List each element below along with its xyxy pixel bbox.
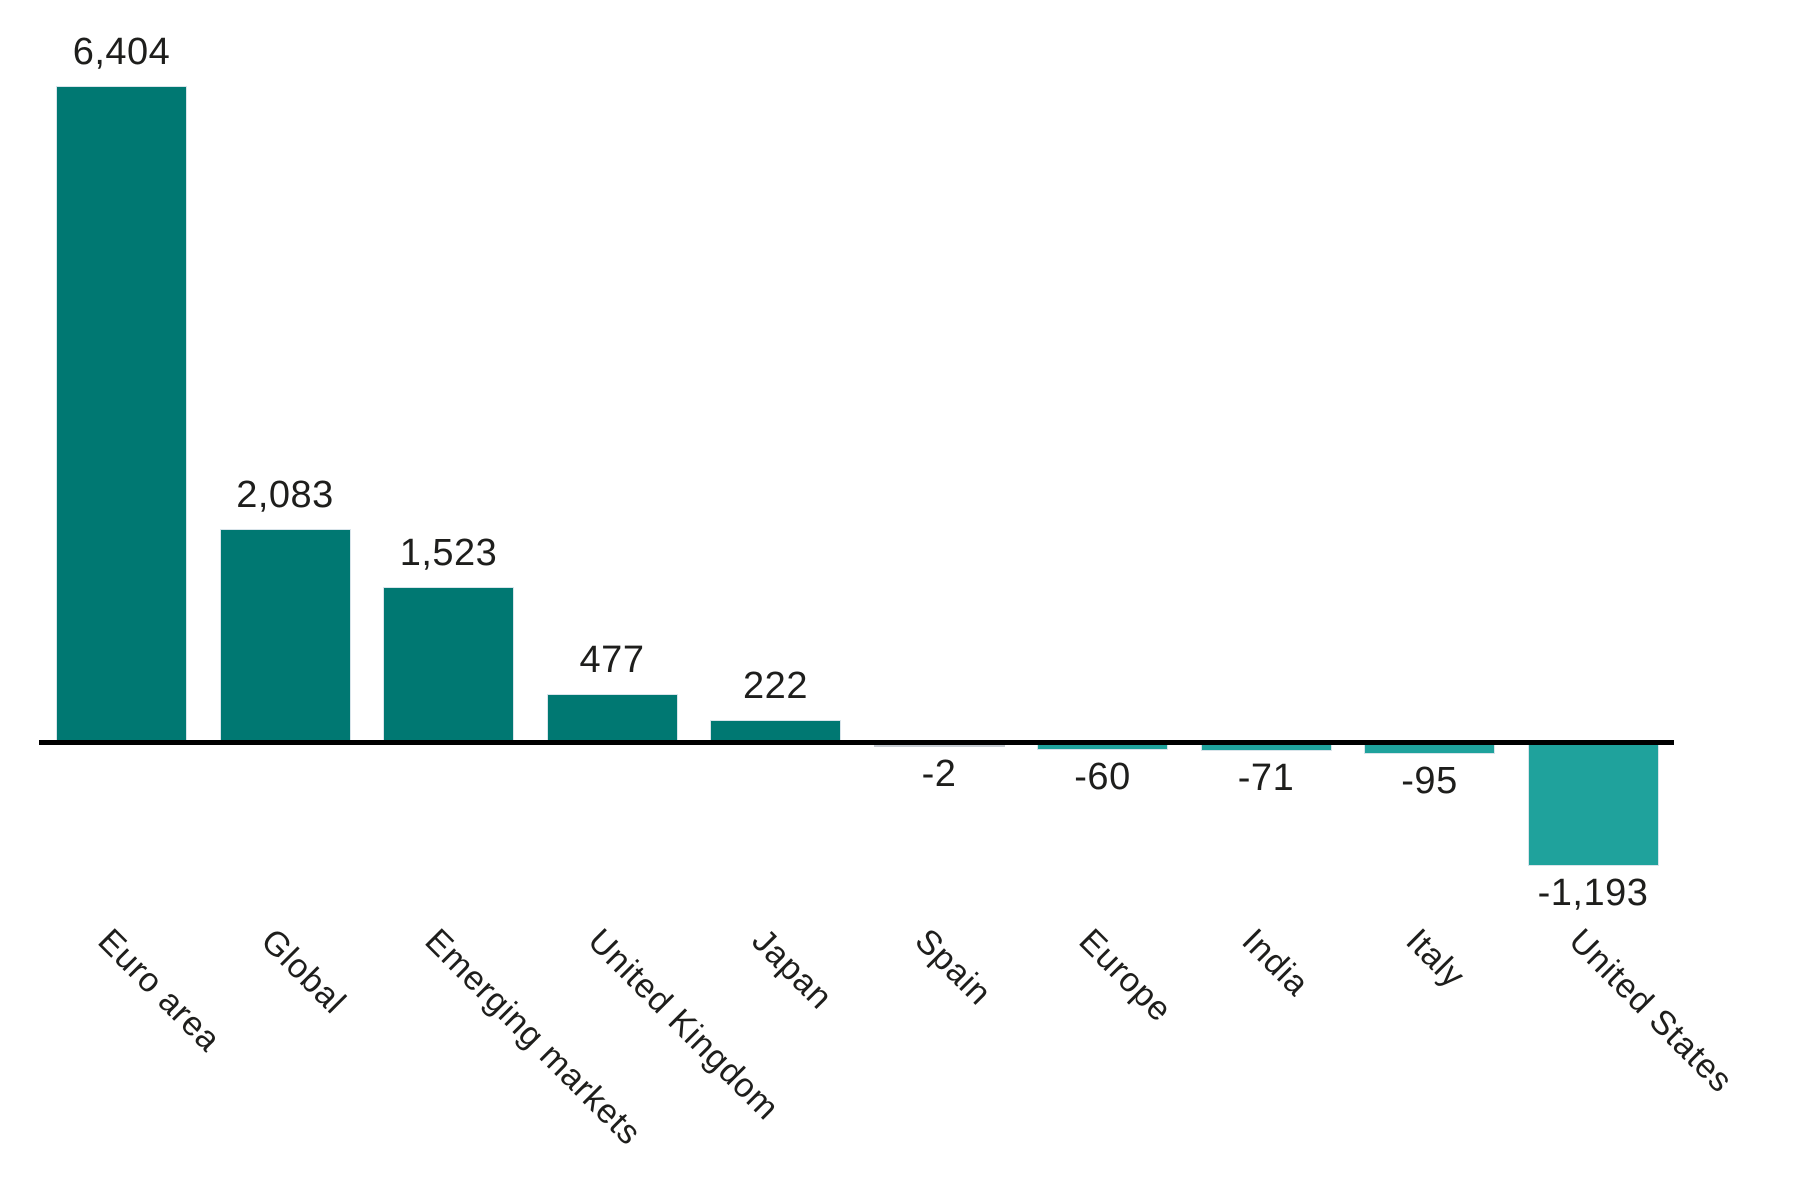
value-label: 222 — [743, 665, 808, 708]
bar — [1037, 744, 1168, 751]
value-label: -71 — [1237, 757, 1295, 800]
category-label: United States — [1561, 921, 1741, 1101]
value-label: -1,193 — [1537, 872, 1649, 915]
bar — [1527, 744, 1659, 867]
bar — [1364, 744, 1495, 754]
category-label: Euro area — [90, 921, 228, 1060]
category-label: Italy — [1398, 921, 1472, 996]
value-label: 2,083 — [236, 474, 334, 517]
category-label: Europe — [1071, 921, 1179, 1030]
bar — [1200, 744, 1332, 752]
value-label: -95 — [1401, 759, 1458, 802]
bar — [546, 694, 678, 743]
category-label: Japan — [744, 921, 840, 1017]
bar — [873, 744, 1005, 748]
category-label: Spain — [907, 921, 999, 1013]
value-label: -2 — [921, 753, 957, 796]
x-axis-line — [39, 740, 1674, 745]
bar — [219, 529, 351, 743]
category-label: India — [1234, 921, 1317, 1004]
category-label: Global — [253, 921, 354, 1022]
value-label: 477 — [579, 639, 645, 682]
value-label: -60 — [1074, 756, 1131, 799]
value-label: 1,523 — [399, 531, 498, 574]
value-label: 6,404 — [72, 31, 171, 73]
bar — [56, 86, 187, 743]
